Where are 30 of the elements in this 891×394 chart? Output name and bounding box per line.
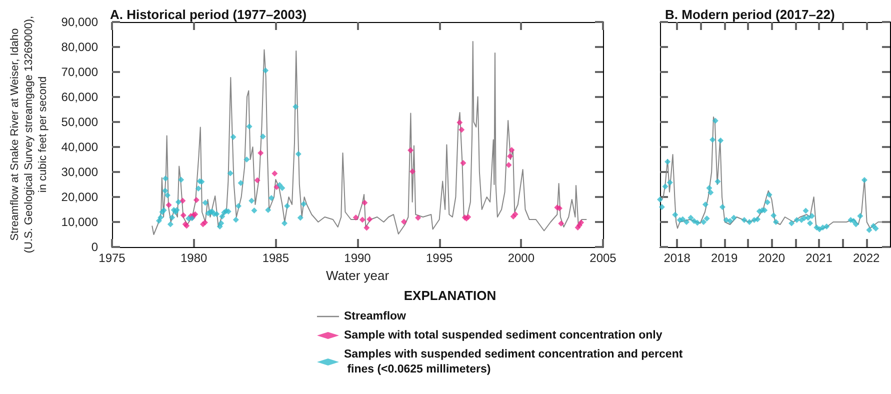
y-axis-title: Streamflow at Snake River at Weiser, Idaho (U.S. Geological Survey streamgage 13269000), in cubic feet per second [9,16,49,254]
y-tick-label: 0 [91,240,98,254]
y-tick-label: 90,000 [61,15,98,29]
y-tick-label: 40,000 [61,140,98,154]
x-tick-label: 2019 [711,251,738,265]
y-tick-label: 50,000 [61,115,98,129]
legend-label: Sample with total suspended sediment concentration only [344,330,663,342]
x-tick-label: 2018 [664,251,691,265]
legend-title: EXPLANATION [404,288,496,303]
y-tick-label: 10,000 [61,215,98,229]
y-tick-label: 20,000 [61,190,98,204]
y-tick-label: 80,000 [61,40,98,54]
x-tick-label: 1980 [180,251,208,265]
y-tick-label: 70,000 [61,65,98,79]
y-tick-label: 30,000 [61,165,98,179]
legend-label: Samples with suspended sediment concentration and percent fines (<0.0625 millimeters) [344,348,683,376]
x-tick-label: 2020 [758,251,786,265]
x-tick-label: 1975 [98,251,126,265]
x-tick-label: 2022 [852,251,880,265]
y-tick-label: 60,000 [61,90,98,104]
x-tick-label: 2000 [508,251,535,265]
x-axis-title: Water year [326,268,390,283]
chart-title: A. Historical period (1977–2003) [110,7,307,22]
x-tick-label: 1990 [344,251,372,265]
x-tick-label: 2021 [806,251,833,265]
chart-title: B. Modern period (2017–22) [665,7,835,22]
x-tick-label: 1985 [262,251,290,265]
x-tick-label: 2005 [590,251,617,265]
legend-label: Streamflow [344,310,406,322]
x-tick-label: 1995 [426,251,454,265]
